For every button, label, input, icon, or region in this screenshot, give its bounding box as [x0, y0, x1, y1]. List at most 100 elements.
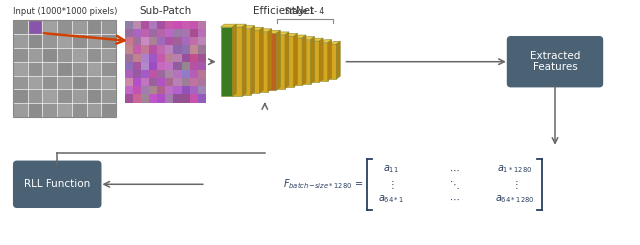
- Bar: [157, 21, 166, 30]
- Bar: [189, 70, 198, 78]
- Bar: [102, 76, 116, 89]
- Bar: [88, 76, 102, 89]
- Bar: [189, 46, 198, 54]
- Polygon shape: [232, 24, 236, 96]
- Polygon shape: [312, 38, 323, 41]
- Bar: [14, 49, 28, 62]
- Bar: [141, 86, 150, 95]
- Bar: [149, 29, 158, 38]
- Bar: [173, 29, 182, 38]
- Bar: [157, 86, 166, 95]
- Bar: [149, 70, 158, 78]
- Bar: [259, 32, 268, 92]
- Bar: [165, 78, 174, 86]
- Bar: [88, 35, 102, 48]
- Bar: [141, 78, 150, 86]
- Bar: [141, 70, 150, 78]
- Bar: [189, 37, 198, 46]
- Text: $a_{1*1280}$: $a_{1*1280}$: [497, 164, 532, 175]
- Bar: [182, 29, 190, 38]
- Text: Stage 1- 4: Stage 1- 4: [285, 7, 324, 16]
- Bar: [141, 94, 150, 103]
- Bar: [102, 49, 116, 62]
- Bar: [182, 94, 190, 103]
- Bar: [73, 63, 87, 75]
- Bar: [221, 27, 232, 96]
- Bar: [294, 38, 302, 86]
- Bar: [173, 54, 182, 62]
- Bar: [102, 90, 116, 103]
- Bar: [58, 21, 72, 34]
- Polygon shape: [232, 24, 246, 27]
- Bar: [14, 104, 28, 117]
- Bar: [173, 86, 182, 95]
- Bar: [165, 62, 174, 70]
- Bar: [29, 104, 42, 117]
- Bar: [141, 62, 150, 70]
- Bar: [133, 78, 141, 86]
- Text: $\vdots$: $\vdots$: [387, 178, 394, 191]
- Polygon shape: [321, 40, 332, 43]
- Bar: [149, 46, 158, 54]
- Bar: [165, 70, 174, 78]
- Bar: [312, 41, 319, 82]
- Bar: [165, 29, 174, 38]
- Bar: [29, 49, 42, 62]
- Bar: [73, 104, 87, 117]
- Bar: [133, 37, 141, 46]
- Bar: [102, 104, 116, 117]
- Bar: [102, 35, 116, 48]
- Bar: [198, 37, 206, 46]
- Bar: [198, 29, 206, 38]
- Bar: [73, 49, 87, 62]
- Bar: [44, 63, 57, 75]
- Text: $a_{11}$: $a_{11}$: [383, 164, 399, 175]
- Bar: [157, 46, 166, 54]
- Polygon shape: [259, 29, 272, 32]
- Bar: [141, 54, 150, 62]
- Bar: [189, 21, 198, 30]
- Polygon shape: [294, 35, 306, 38]
- Polygon shape: [268, 30, 280, 33]
- Bar: [182, 37, 190, 46]
- Bar: [182, 62, 190, 70]
- Bar: [73, 35, 87, 48]
- Bar: [165, 94, 174, 103]
- Bar: [44, 104, 57, 117]
- Polygon shape: [276, 30, 280, 90]
- Bar: [149, 37, 158, 46]
- Bar: [157, 37, 166, 46]
- Bar: [189, 94, 198, 103]
- Bar: [321, 43, 328, 81]
- Bar: [29, 35, 42, 48]
- Bar: [268, 33, 276, 90]
- Bar: [173, 46, 182, 54]
- Bar: [285, 37, 294, 87]
- Bar: [198, 46, 206, 54]
- Bar: [173, 94, 182, 103]
- Bar: [58, 35, 72, 48]
- Bar: [149, 62, 158, 70]
- Bar: [182, 86, 190, 95]
- Bar: [29, 21, 42, 34]
- Text: $a_{64*1}$: $a_{64*1}$: [378, 193, 404, 205]
- Bar: [58, 63, 72, 75]
- Bar: [125, 46, 134, 54]
- Bar: [165, 37, 174, 46]
- Text: $\ddots$: $\ddots$: [449, 178, 460, 191]
- Bar: [189, 86, 198, 95]
- Bar: [241, 29, 251, 95]
- Polygon shape: [285, 32, 289, 88]
- Bar: [173, 37, 182, 46]
- Bar: [73, 21, 87, 34]
- Bar: [173, 70, 182, 78]
- Bar: [44, 49, 57, 62]
- Bar: [165, 46, 174, 54]
- Bar: [73, 76, 87, 89]
- Bar: [182, 70, 190, 78]
- Bar: [14, 21, 28, 34]
- Bar: [88, 104, 102, 117]
- Bar: [173, 62, 182, 70]
- Polygon shape: [310, 37, 315, 84]
- Bar: [14, 63, 28, 75]
